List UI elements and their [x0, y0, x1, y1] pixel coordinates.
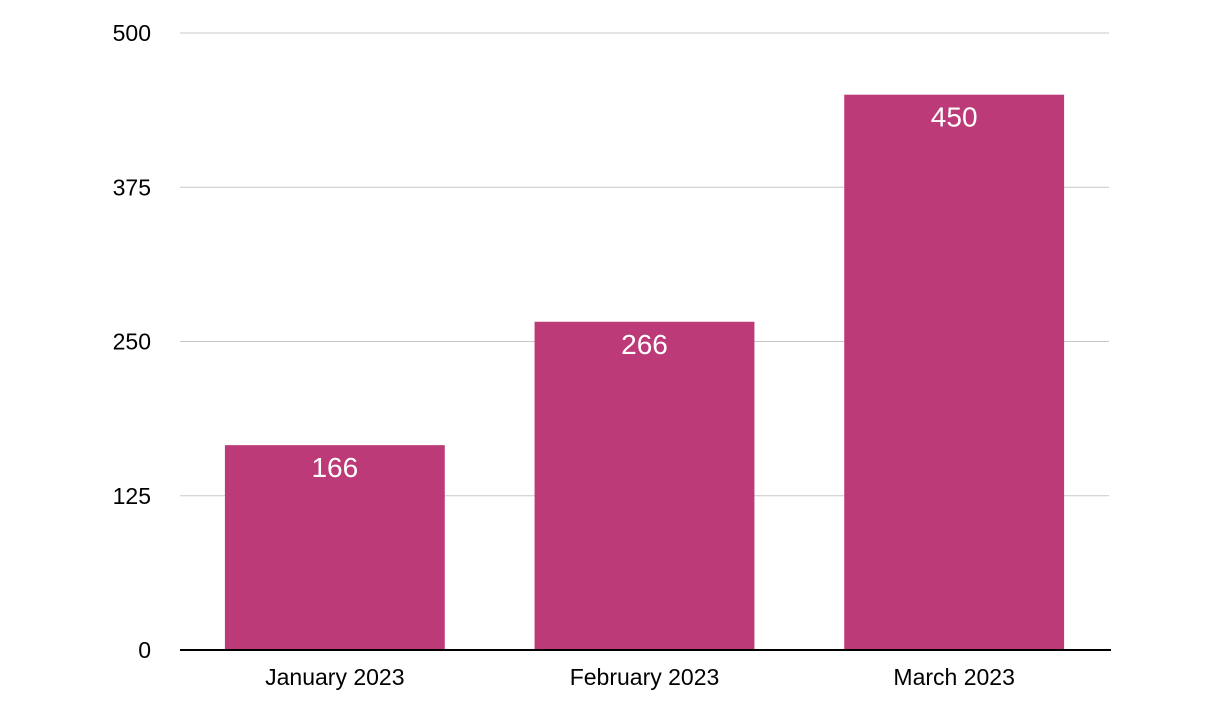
y-tick-label: 500 [113, 20, 151, 46]
y-tick-label: 250 [113, 329, 151, 355]
x-axis-ticks: January 2023 February 2023 March 2023 [265, 664, 1015, 690]
bar [534, 321, 755, 650]
y-axis-ticks: 0 125 250 375 500 [113, 20, 151, 663]
y-tick-label: 125 [113, 483, 151, 509]
bars [224, 94, 1065, 650]
x-tick-label: January 2023 [265, 664, 404, 690]
y-tick-label: 375 [113, 174, 151, 200]
data-label: 266 [621, 329, 668, 360]
data-labels: 166 266 450 [311, 102, 977, 483]
bar [844, 94, 1065, 650]
data-label: 166 [311, 452, 358, 483]
bar [224, 445, 445, 650]
y-tick-label: 0 [138, 637, 151, 663]
x-tick-label: February 2023 [570, 664, 720, 690]
x-tick-label: March 2023 [893, 664, 1014, 690]
data-label: 450 [931, 102, 978, 133]
